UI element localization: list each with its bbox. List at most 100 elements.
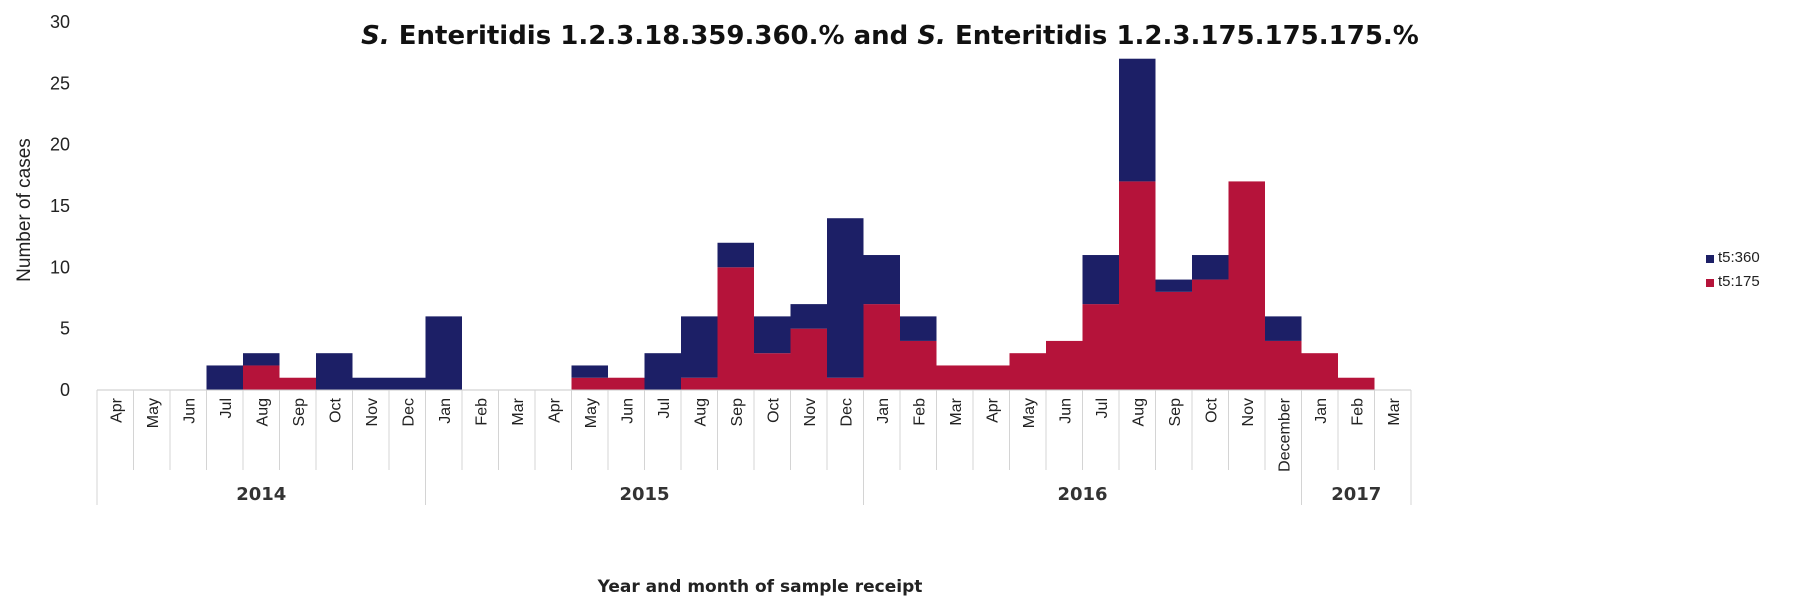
x-tick-label: Oct [1203, 397, 1220, 422]
bar-t5-360 [1265, 316, 1302, 341]
x-axis: Apr May Jun Jul Aug Sep Oct Nov Dec Jan Feb Mar Apr M… [96, 389, 1412, 505]
x-tick-label: Nov [1240, 398, 1257, 426]
x-tick-label: Sep [729, 398, 746, 427]
x-tick-label: Feb [911, 398, 928, 426]
year-label: 2015 [619, 484, 669, 505]
x-tick-label: Jan [875, 398, 892, 424]
year-label: 2016 [1057, 484, 1107, 505]
bar-t5-175 [863, 304, 900, 390]
legend-swatch [1706, 279, 1714, 287]
legend-label: t5:360 [1718, 249, 1760, 266]
bar-t5-175 [1082, 304, 1119, 390]
bar-t5-360 [425, 316, 462, 390]
x-tick-label: Jul [218, 398, 235, 418]
year-label: 2017 [1331, 484, 1381, 505]
legend-swatch [1706, 255, 1714, 263]
bar-t5-360 [352, 377, 389, 390]
bar-t5-175 [1155, 291, 1192, 390]
x-tick-label: Jun [619, 398, 636, 424]
y-tick-label: 10 [50, 257, 70, 277]
bar-t5-175 [1119, 181, 1156, 390]
x-tick-label: Dec [400, 398, 417, 426]
bar-t5-360 [243, 353, 280, 366]
x-tick-label: May [145, 398, 162, 428]
x-tick-label: May [1021, 398, 1038, 428]
x-tick-label: Sep [291, 398, 308, 427]
x-tick-label: Jul [656, 398, 673, 418]
bar-t5-175 [681, 377, 718, 390]
x-tick-label: Apr [984, 397, 1001, 423]
bar-t5-175 [608, 377, 645, 390]
y-tick-label: 0 [60, 380, 70, 400]
bar-t5-175 [1265, 340, 1302, 390]
x-tick-label: Aug [254, 398, 271, 426]
title-text-2: Enteritidis 1.2.3.175.175.175.% [946, 21, 1419, 51]
legend-label: t5:175 [1718, 273, 1760, 290]
bar-t5-175 [936, 365, 973, 390]
x-tick-label: Oct [765, 397, 782, 422]
bar-t5-175 [243, 365, 280, 390]
bar-t5-360 [1119, 58, 1156, 182]
bar-t5-360 [571, 365, 608, 378]
svg-text:S. Enteritidis 1.2.3.18.359.36: S. Enteritidis 1.2.3.18.359.360.% and S.… [361, 21, 1419, 51]
x-tick-label: May [583, 398, 600, 428]
chart-title: S. Enteritidis 1.2.3.18.359.360.% and S.… [361, 21, 1419, 51]
x-tick-label: Aug [1130, 398, 1147, 426]
bar-t5-175 [754, 353, 791, 390]
bar-t5-360 [827, 218, 864, 378]
x-tick-label: Dec [838, 398, 855, 426]
bar-t5-360 [1192, 255, 1229, 280]
x-tick-label: Apr [546, 397, 563, 423]
bar-t5-360 [900, 316, 937, 341]
y-axis-ticks: 0 5 10 15 20 25 30 [50, 12, 70, 400]
bar-t5-175 [1301, 353, 1338, 390]
bar-t5-360 [206, 365, 243, 390]
bar-t5-360 [863, 255, 900, 305]
x-tick-label: Jul [1094, 398, 1111, 418]
y-tick-label: 20 [50, 135, 70, 155]
bar-t5-175 [790, 328, 827, 390]
x-tick-label: Feb [1349, 398, 1366, 426]
bar-t5-175 [717, 267, 754, 390]
x-tick-label: Jan [437, 398, 454, 424]
bar-t5-175 [1338, 377, 1375, 390]
bar-t5-175 [900, 340, 937, 390]
bar-t5-360 [644, 353, 681, 390]
bar-t5-360 [717, 242, 754, 268]
bar-t5-175 [827, 377, 864, 390]
x-tick-label: Nov [364, 398, 381, 426]
x-tick-label: Mar [510, 397, 527, 425]
x-tick-label: Sep [1167, 398, 1184, 427]
y-axis-label: Number of cases [14, 138, 35, 282]
bars [206, 58, 1375, 390]
bar-t5-360 [1082, 255, 1119, 305]
y-tick-label: 5 [60, 319, 70, 339]
bar-t5-175 [1228, 181, 1265, 390]
bar-t5-175 [279, 377, 316, 390]
x-tick-label: Aug [692, 398, 709, 426]
title-italic-1: S. [361, 21, 390, 51]
year-label: 2014 [236, 484, 286, 505]
x-tick-label: Apr [108, 397, 125, 423]
bar-t5-360 [754, 316, 791, 354]
bar-t5-175 [1192, 279, 1229, 390]
bar-t5-360 [681, 316, 718, 378]
x-tick-label: Jun [181, 398, 198, 424]
bar-t5-175 [1009, 353, 1046, 390]
title-italic-2: S. [917, 21, 946, 51]
bar-t5-360 [1155, 279, 1192, 292]
x-tick-label: Jun [1057, 398, 1074, 424]
bar-t5-360 [389, 377, 426, 390]
x-tick-label: Oct [327, 397, 344, 422]
y-tick-label: 25 [50, 73, 70, 93]
x-tick-label: Mar [948, 397, 965, 425]
bar-t5-175 [1046, 340, 1083, 390]
x-tick-label: Jan [1313, 398, 1330, 424]
x-tick-label: December [1276, 397, 1293, 471]
x-tick-label: Nov [802, 398, 819, 426]
bar-t5-175 [973, 365, 1010, 390]
x-tick-label: Mar [1386, 397, 1403, 425]
title-text-1: Enteritidis 1.2.3.18.359.360.% and [390, 21, 918, 51]
bar-t5-360 [790, 304, 827, 329]
